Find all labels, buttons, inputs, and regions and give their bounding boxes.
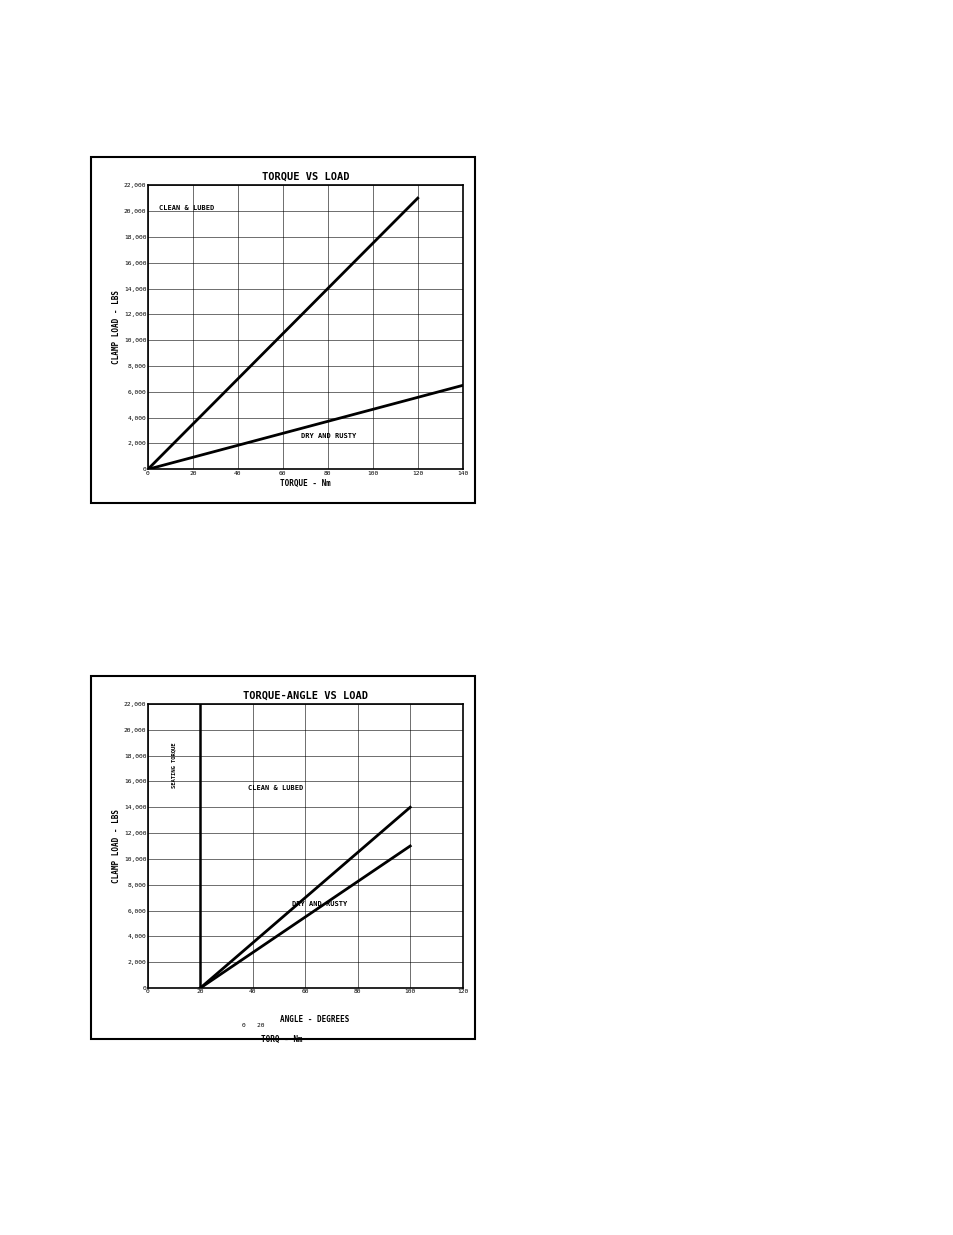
Y-axis label: CLAMP LOAD - LBS: CLAMP LOAD - LBS: [112, 809, 121, 883]
Text: ANGLE - DEGREES: ANGLE - DEGREES: [280, 1015, 349, 1024]
Title: TORQUE-ANGLE VS LOAD: TORQUE-ANGLE VS LOAD: [242, 690, 368, 700]
Y-axis label: CLAMP LOAD - LBS: CLAMP LOAD - LBS: [112, 290, 121, 364]
Text: DRY AND RUSTY: DRY AND RUSTY: [300, 433, 355, 440]
Text: CLEAN & LUBED: CLEAN & LUBED: [159, 205, 214, 211]
Text: DRY AND RUSTY: DRY AND RUSTY: [292, 902, 347, 906]
Text: TORQ - Nm: TORQ - Nm: [260, 1035, 302, 1044]
Title: TORQUE VS LOAD: TORQUE VS LOAD: [261, 172, 349, 182]
Bar: [91, 157, 475, 504]
X-axis label: TORQUE - Nm: TORQUE - Nm: [279, 478, 331, 488]
Text: CLEAN & LUBED: CLEAN & LUBED: [247, 785, 302, 790]
Text: SEATING TORQUE: SEATING TORQUE: [172, 742, 176, 788]
Bar: [91, 676, 475, 1039]
Text: 0   20: 0 20: [241, 1023, 264, 1028]
